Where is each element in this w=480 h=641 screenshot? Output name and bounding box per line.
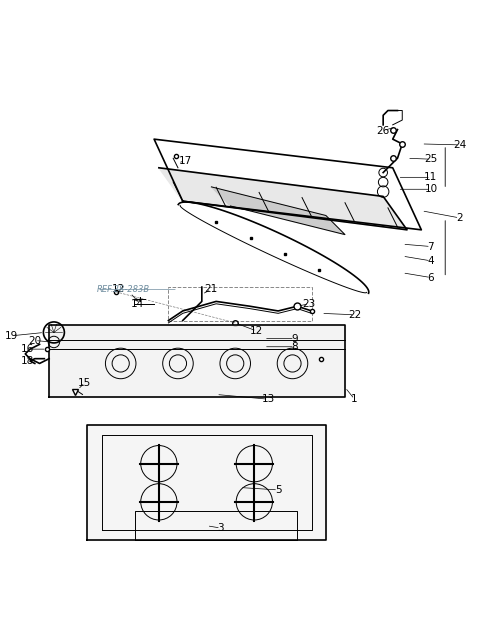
Text: 5: 5 bbox=[275, 485, 281, 495]
Text: 12: 12 bbox=[112, 285, 125, 294]
Text: 1: 1 bbox=[351, 394, 358, 404]
Text: 19: 19 bbox=[5, 331, 19, 341]
Text: 4: 4 bbox=[428, 256, 434, 266]
Text: 11: 11 bbox=[424, 172, 437, 182]
Text: 23: 23 bbox=[302, 299, 316, 309]
Text: 2: 2 bbox=[456, 213, 463, 223]
Text: 6: 6 bbox=[428, 272, 434, 283]
Text: 16: 16 bbox=[21, 344, 34, 354]
Text: 15: 15 bbox=[78, 378, 92, 388]
Text: 7: 7 bbox=[428, 242, 434, 251]
Polygon shape bbox=[49, 325, 345, 397]
Text: 3: 3 bbox=[217, 523, 224, 533]
Text: 13: 13 bbox=[262, 394, 275, 404]
Text: 12: 12 bbox=[250, 326, 264, 336]
Polygon shape bbox=[87, 426, 326, 540]
Polygon shape bbox=[159, 168, 407, 230]
Polygon shape bbox=[211, 187, 345, 235]
Text: 8: 8 bbox=[291, 342, 298, 352]
Text: 26: 26 bbox=[376, 126, 390, 135]
Bar bbox=[168, 287, 312, 320]
Text: 17: 17 bbox=[179, 156, 192, 165]
Text: 9: 9 bbox=[291, 333, 298, 344]
Text: 22: 22 bbox=[348, 310, 361, 320]
Text: 14: 14 bbox=[131, 299, 144, 309]
Text: 10: 10 bbox=[424, 184, 437, 194]
Text: 25: 25 bbox=[424, 154, 437, 164]
Text: REF.28-283B: REF.28-283B bbox=[97, 285, 150, 294]
Text: 24: 24 bbox=[453, 140, 466, 150]
Text: 20: 20 bbox=[28, 335, 41, 345]
Text: 18: 18 bbox=[21, 356, 34, 366]
Text: 21: 21 bbox=[205, 285, 218, 294]
